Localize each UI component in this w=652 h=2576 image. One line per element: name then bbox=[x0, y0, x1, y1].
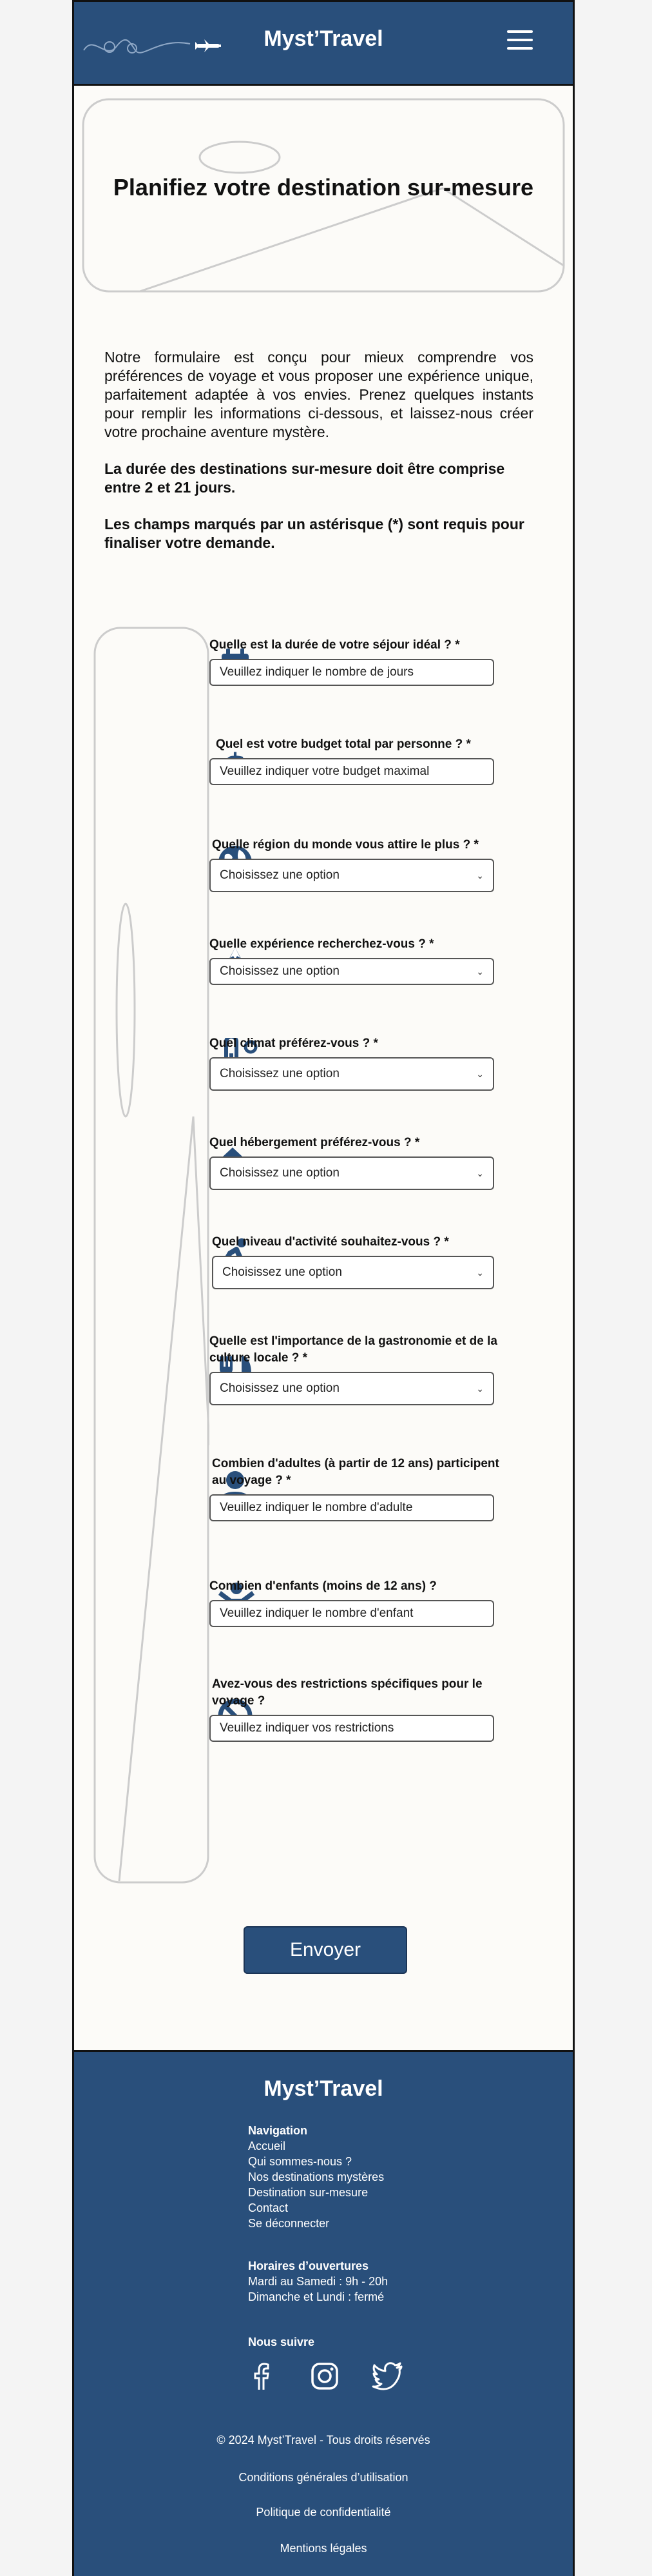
facebook-icon[interactable] bbox=[248, 2361, 274, 2391]
footer-brand: Myst’Travel bbox=[264, 2076, 383, 2101]
children-input[interactable]: Veuillez indiquer le nombre d'enfant bbox=[209, 1600, 494, 1627]
hero-placeholder-image bbox=[82, 98, 565, 293]
question-children: Combien d'enfants (moins de 12 ans) ? Ve… bbox=[209, 1578, 499, 1627]
twitter-icon[interactable] bbox=[372, 2361, 404, 2391]
intro-text: Notre formulaire est conçu pour mieux co… bbox=[104, 348, 533, 571]
footer-link-destinations-mysteres[interactable]: Nos destinations mystères bbox=[248, 2171, 385, 2183]
footer-navigation: Navigation Accueil Qui sommes-nous ? Nos… bbox=[248, 2123, 384, 2231]
experience-select-value: Choisissez une option bbox=[220, 964, 340, 978]
chevron-down-icon: ⌄ bbox=[476, 966, 484, 977]
chevron-down-icon: ⌄ bbox=[476, 1383, 484, 1394]
duration-input[interactable]: Veuillez indiquer le nombre de jours bbox=[209, 659, 494, 686]
footer-link-destination-sur-mesure[interactable]: Destination sur-mesure bbox=[248, 2186, 369, 2199]
footer-link-contact[interactable]: Contact bbox=[248, 2201, 289, 2214]
question-activity: Quel niveau d'activité souhaitez-vous ? … bbox=[209, 1234, 499, 1289]
question-accommodation: Quel hébergement préférez-vous ? * Chois… bbox=[209, 1135, 499, 1190]
climate-select-value: Choisissez une option bbox=[220, 1067, 340, 1080]
question-label: Quel niveau d'activité souhaitez-vous ? … bbox=[212, 1235, 449, 1249]
question-restrictions: Avez-vous des restrictions spécifiques p… bbox=[209, 1676, 499, 1742]
climate-select[interactable]: Choisissez une option ⌄ bbox=[209, 1057, 494, 1091]
gastronomy-select[interactable]: Choisissez une option ⌄ bbox=[209, 1372, 494, 1405]
site-header: Myst’Travel bbox=[74, 0, 573, 86]
question-label: Quelle est la durée de votre séjour idéa… bbox=[209, 638, 460, 652]
chevron-down-icon: ⌄ bbox=[476, 1168, 484, 1178]
question-label: Quel hébergement préférez-vous ? * bbox=[209, 1136, 420, 1149]
region-select-value: Choisissez une option bbox=[220, 868, 340, 882]
footer-link-accueil[interactable]: Accueil bbox=[248, 2140, 286, 2152]
footer-nav-title: Navigation bbox=[248, 2124, 308, 2137]
instagram-icon[interactable] bbox=[310, 2361, 340, 2391]
footer-hours-line: Dimanche et Lundi : fermé bbox=[248, 2290, 385, 2303]
region-select[interactable]: Choisissez une option ⌄ bbox=[209, 859, 494, 892]
question-label: Combien d'adultes (à partir de 12 ans) p… bbox=[212, 1457, 499, 1487]
airplane-icon bbox=[83, 39, 221, 54]
experience-select[interactable]: Choisissez une option ⌄ bbox=[209, 958, 494, 985]
question-label: Quel est votre budget total par personne… bbox=[216, 737, 471, 751]
adults-input[interactable]: Veuillez indiquer le nombre d'adulte bbox=[209, 1494, 494, 1521]
footer-hours-line: Mardi au Samedi : 9h - 20h bbox=[248, 2275, 388, 2288]
question-experience: Quelle expérience recherchez-vous ? * Ch… bbox=[209, 936, 499, 985]
question-duration: Quelle est la durée de votre séjour idéa… bbox=[209, 637, 499, 686]
question-region: Quelle région du monde vous attire le pl… bbox=[209, 837, 499, 892]
question-label: Combien d'enfants (moins de 12 ans) ? bbox=[209, 1579, 437, 1593]
question-label: Quelle région du monde vous attire le pl… bbox=[212, 838, 479, 852]
required-note: Les champs marqués par un astérisque (*)… bbox=[104, 516, 524, 551]
footer-hours-title: Horaires d’ouvertures bbox=[248, 2259, 369, 2272]
page-frame: Myst’Travel Planifiez votre destination … bbox=[72, 0, 575, 2576]
footer-follow: Nous suivre bbox=[248, 2334, 314, 2350]
footer-link-confidentialite[interactable]: Politique de confidentialité bbox=[256, 2506, 391, 2519]
footer-follow-title: Nous suivre bbox=[248, 2336, 315, 2348]
accommodation-select-value: Choisissez une option bbox=[220, 1166, 340, 1180]
chevron-down-icon: ⌄ bbox=[476, 1267, 484, 1278]
activity-select-value: Choisissez une option bbox=[222, 1265, 342, 1279]
social-links bbox=[248, 2360, 403, 2392]
submit-button[interactable]: Envoyer bbox=[244, 1926, 407, 1974]
question-gastronomy: Quelle est l'importance de la gastronomi… bbox=[209, 1333, 499, 1405]
question-label: Quelle expérience recherchez-vous ? * bbox=[209, 937, 434, 951]
decorative-placeholder-image bbox=[93, 627, 209, 1884]
footer-hours: Horaires d’ouvertures Mardi au Samedi : … bbox=[248, 2258, 388, 2305]
question-label: Quelle est l'importance de la gastronomi… bbox=[209, 1334, 497, 1365]
duration-note: La durée des destinations sur-mesure doi… bbox=[104, 460, 505, 496]
footer-link-mentions-legales[interactable]: Mentions légales bbox=[280, 2542, 367, 2555]
intro-paragraph: Notre formulaire est conçu pour mieux co… bbox=[104, 349, 533, 440]
footer-link-deconnexion[interactable]: Se déconnecter bbox=[248, 2217, 330, 2230]
question-label: Quel climat préférez-vous ? * bbox=[209, 1037, 378, 1050]
activity-select[interactable]: Choisissez une option ⌄ bbox=[212, 1256, 494, 1289]
site-footer: Myst’Travel Navigation Accueil Qui somme… bbox=[74, 2050, 573, 2576]
hero-banner: Planifiez votre destination sur-mesure bbox=[82, 98, 565, 293]
gastronomy-select-value: Choisissez une option bbox=[220, 1381, 340, 1395]
page-title: Planifiez votre destination sur-mesure bbox=[113, 174, 534, 200]
footer-link-cgu[interactable]: Conditions générales d’utilisation bbox=[238, 2471, 408, 2484]
question-label: Avez-vous des restrictions spécifiques p… bbox=[212, 1677, 483, 1708]
question-climate: Quel climat préférez-vous ? * Choisissez… bbox=[209, 1035, 499, 1091]
chevron-down-icon: ⌄ bbox=[476, 870, 484, 881]
copyright: © 2024 Myst’Travel - Tous droits réservé… bbox=[216, 2434, 430, 2446]
accommodation-select[interactable]: Choisissez une option ⌄ bbox=[209, 1156, 494, 1190]
brand-name[interactable]: Myst’Travel bbox=[264, 26, 383, 51]
restrictions-input[interactable]: Veuillez indiquer vos restrictions bbox=[209, 1715, 494, 1742]
question-budget: Quel est votre budget total par personne… bbox=[209, 736, 499, 785]
question-adults: Combien d'adultes (à partir de 12 ans) p… bbox=[209, 1456, 499, 1521]
budget-input[interactable]: Veuillez indiquer votre budget maximal bbox=[209, 758, 494, 785]
chevron-down-icon: ⌄ bbox=[476, 1069, 484, 1079]
footer-link-qui-sommes-nous[interactable]: Qui sommes-nous ? bbox=[248, 2155, 352, 2168]
hamburger-menu-icon[interactable] bbox=[507, 30, 533, 51]
